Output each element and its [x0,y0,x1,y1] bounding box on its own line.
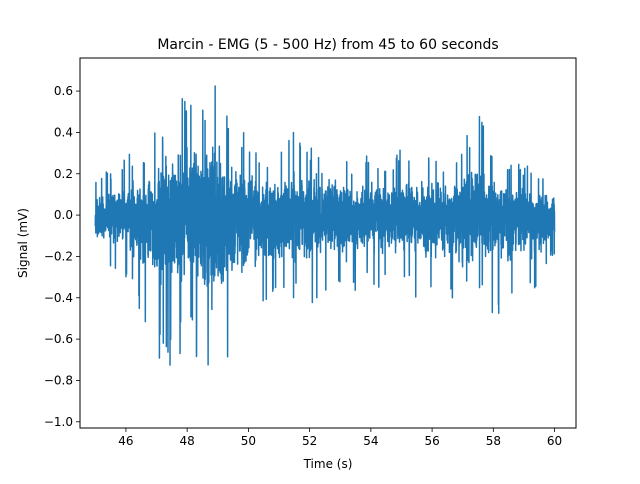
series-line-emg-signal [94,85,556,366]
x-axis: 46 48 50 52 54 56 58 60 [118,428,562,448]
y-tick-label: −1.0 [44,415,73,429]
y-tick-label: −0.4 [44,291,73,305]
x-tick-label: 60 [547,434,562,448]
x-tick-label: 46 [118,434,133,448]
y-axis: −1.0 −0.8 −0.6 −0.4 −0.2 0.0 0.2 0.4 0.6 [44,84,80,429]
y-axis-label: Signal (mV) [16,208,30,278]
y-tick-label: 0.6 [54,84,73,98]
series-layer [94,85,556,366]
y-tick-label: 0.2 [54,167,73,181]
x-tick-label: 50 [241,434,256,448]
x-tick-label: 52 [302,434,317,448]
x-axis-label: Time (s) [303,457,353,471]
plot-area [79,57,577,429]
y-tick-label: 0.4 [54,125,73,139]
x-tick-label: 54 [363,434,378,448]
x-tick-label: 56 [424,434,439,448]
y-tick-label: −0.8 [44,373,73,387]
plot-frame [79,57,577,429]
y-tick-label: −0.2 [44,249,73,263]
chart-title: Marcin - EMG (5 - 500 Hz) from 45 to 60 … [157,37,498,53]
y-tick-label: 0.0 [54,208,73,222]
x-tick-label: 58 [486,434,501,448]
x-tick-label: 48 [180,434,195,448]
y-tick-label: −0.6 [44,332,73,346]
